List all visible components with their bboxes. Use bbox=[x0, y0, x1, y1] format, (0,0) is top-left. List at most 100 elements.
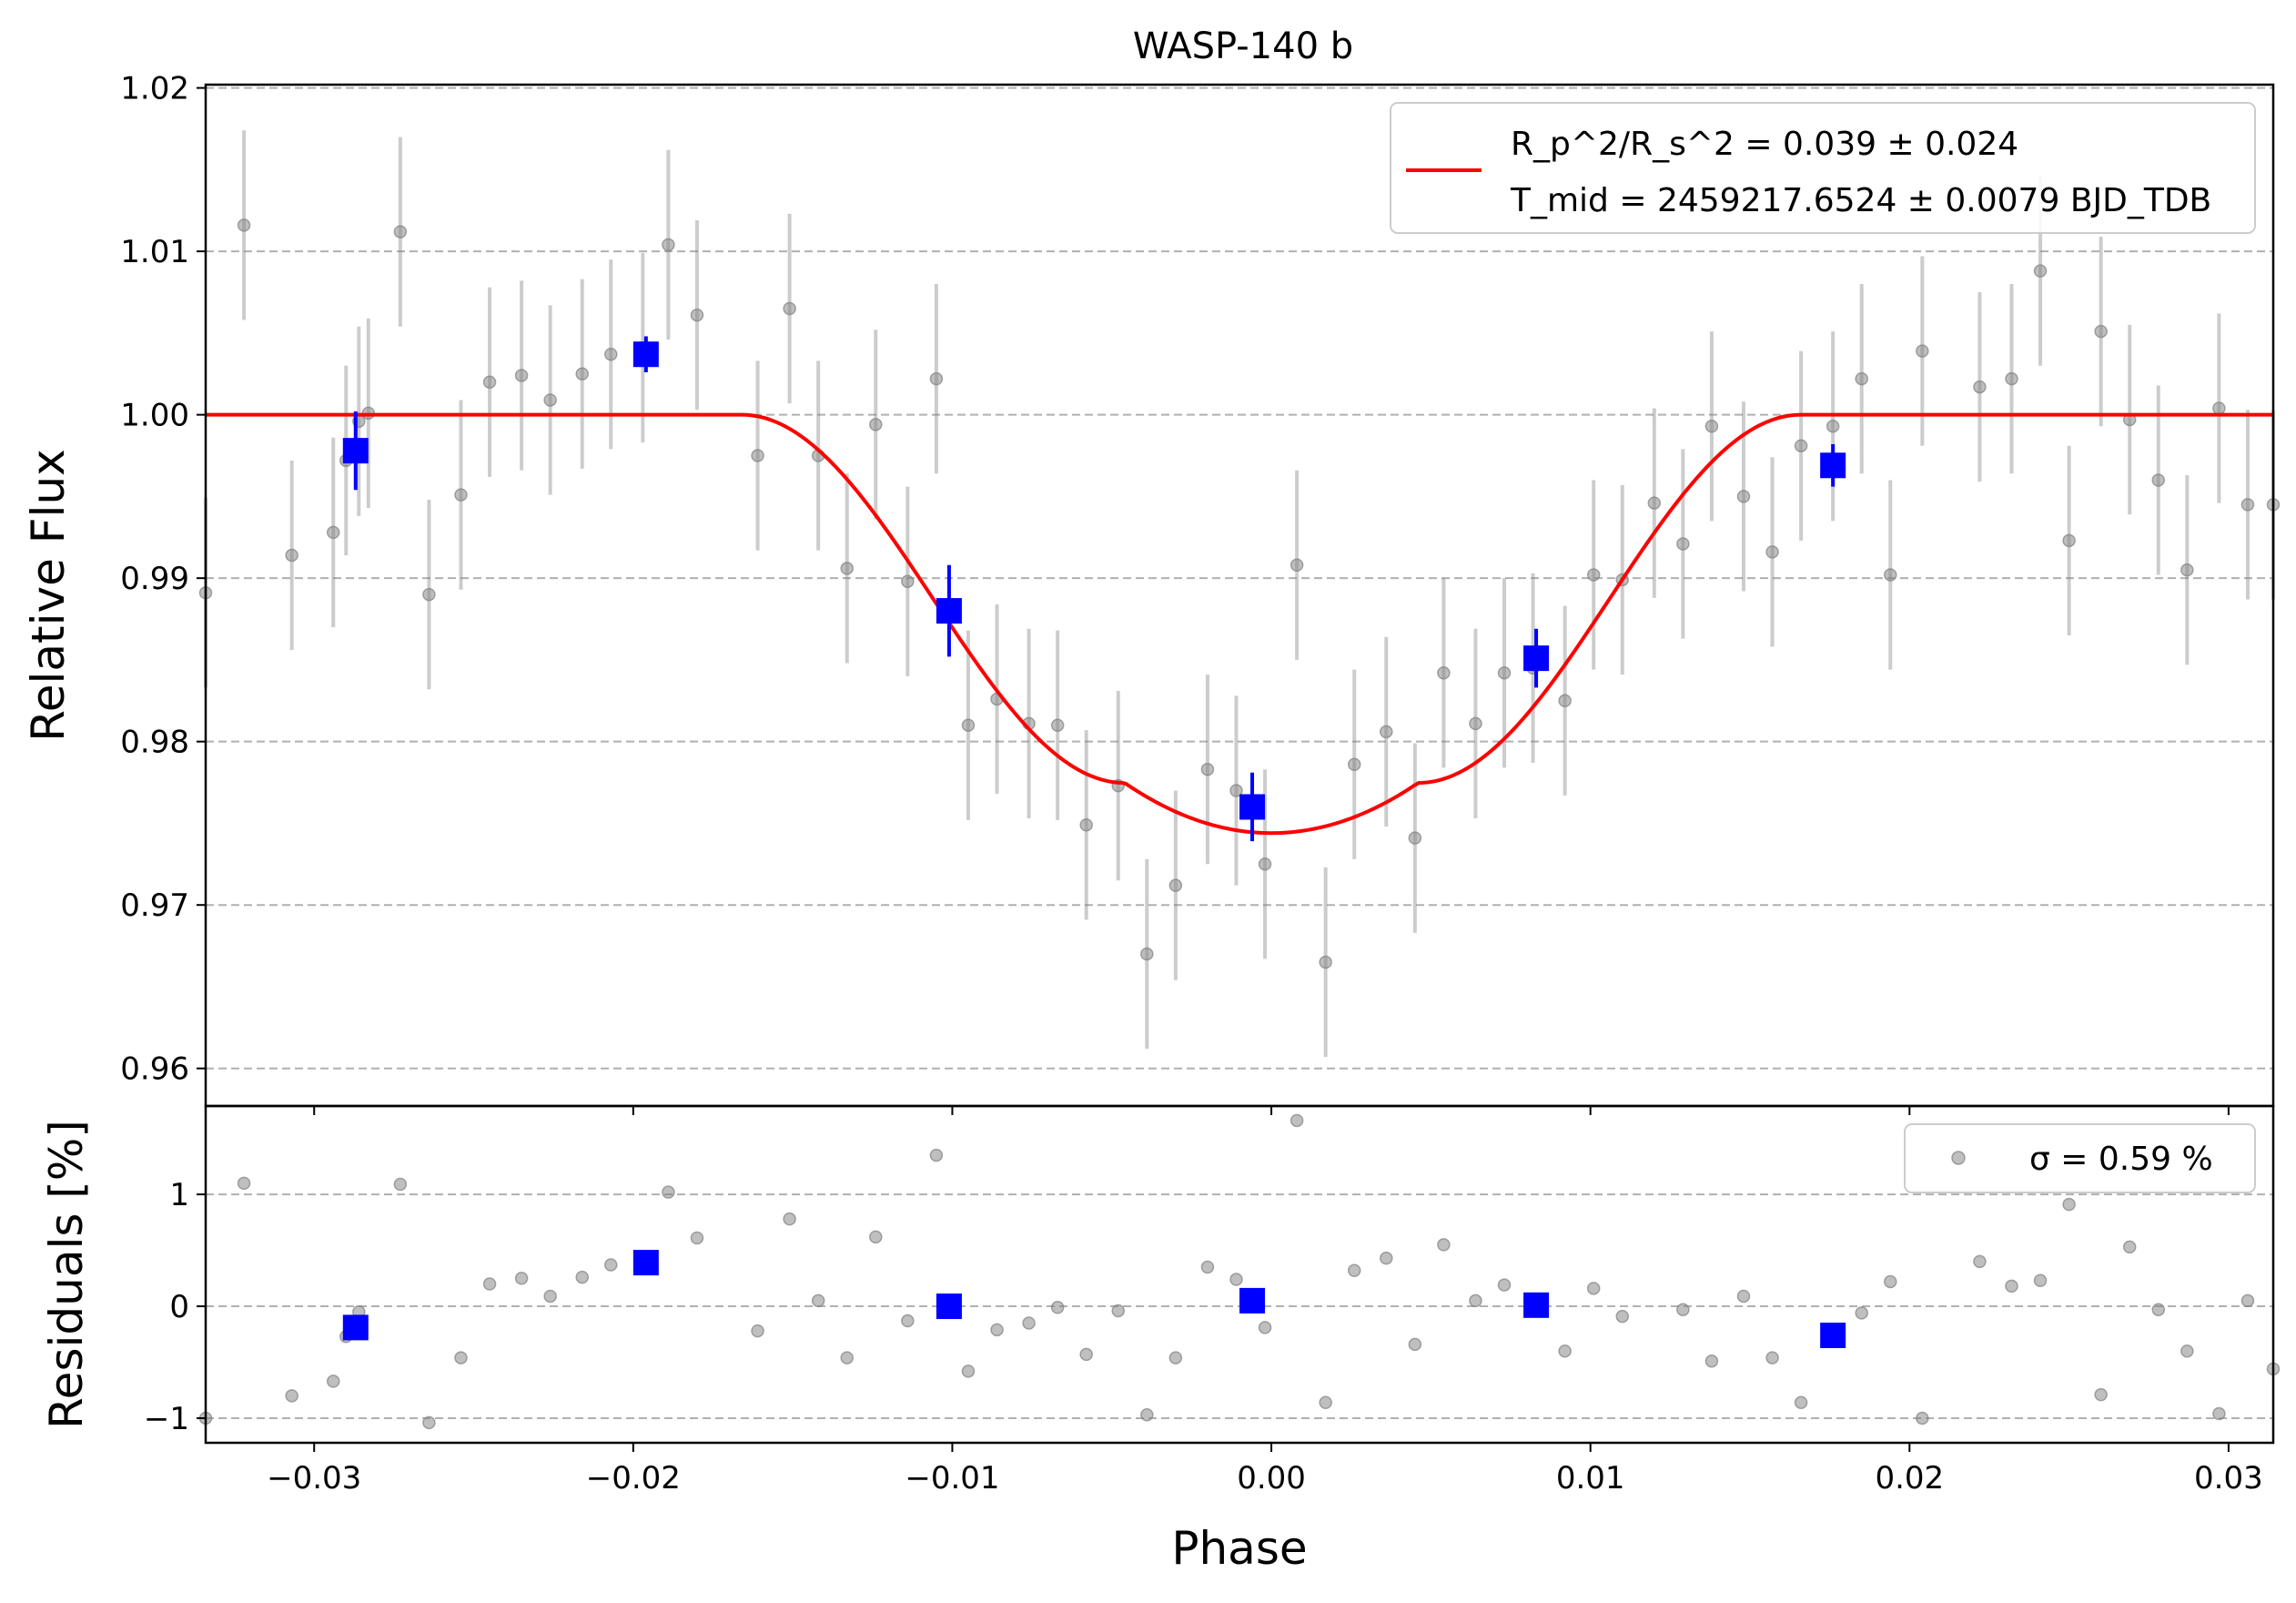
flux-point bbox=[1826, 419, 1840, 433]
flux-point bbox=[1140, 947, 1154, 961]
flux-y-tick-label: 0.96 bbox=[120, 1051, 189, 1088]
residual-point bbox=[1229, 1273, 1243, 1286]
flux-point bbox=[1855, 371, 1868, 386]
residual-point bbox=[1140, 1408, 1154, 1422]
flux-point bbox=[1647, 496, 1662, 510]
flux-point bbox=[1200, 762, 1215, 776]
residual-point bbox=[840, 1351, 854, 1365]
flux-point bbox=[961, 718, 976, 732]
flux-point bbox=[1794, 439, 1808, 452]
flux-y-tick-label: 1.00 bbox=[120, 398, 189, 434]
flux-point bbox=[1347, 757, 1361, 772]
residuals-legend: σ = 0.59 % bbox=[1904, 1123, 2256, 1193]
flux-point bbox=[1916, 344, 1929, 358]
flux-point bbox=[1973, 380, 1987, 394]
residual-point bbox=[2240, 1294, 2255, 1308]
flux-point bbox=[1258, 857, 1272, 871]
residual-point bbox=[751, 1324, 764, 1338]
flux-gridlines bbox=[206, 86, 2273, 1070]
residual-point bbox=[1200, 1260, 1215, 1274]
residual-point bbox=[1615, 1309, 1629, 1324]
flux-point bbox=[1676, 537, 1690, 551]
flux-binned-point bbox=[1820, 452, 1846, 479]
flux-point bbox=[1765, 545, 1779, 559]
flux-point bbox=[1469, 716, 1482, 731]
residuals-points bbox=[198, 1113, 2281, 1430]
residuals-x-ticks: −0.03 −0.02 −0.01 0.00 0.01 0.02 0.03 bbox=[267, 1443, 2263, 1496]
residual-point bbox=[575, 1270, 589, 1284]
residuals-legend-sigma: σ = 0.59 % bbox=[2029, 1141, 2213, 1178]
flux-point bbox=[2151, 473, 2166, 487]
flux-x-ticks bbox=[313, 1106, 2230, 1115]
residual-point bbox=[2033, 1273, 2048, 1288]
residual-point bbox=[2212, 1406, 2226, 1421]
flux-point bbox=[662, 238, 675, 252]
x-tick-label: 0.00 bbox=[1237, 1460, 1306, 1496]
residual-binned-point bbox=[342, 1314, 369, 1341]
residual-point bbox=[482, 1277, 497, 1291]
flux-point bbox=[237, 218, 251, 232]
flux-point bbox=[1437, 666, 1451, 680]
chart-title: WASP-140 b bbox=[1133, 25, 1353, 67]
flux-binned-point bbox=[1239, 794, 1266, 820]
residual-point bbox=[1469, 1294, 1482, 1308]
residual-point bbox=[1916, 1411, 1929, 1425]
residuals-y-axis-label: Residuals [%] bbox=[40, 1120, 93, 1429]
flux-binned-point bbox=[936, 598, 962, 624]
flux-panel: 0.96 0.97 0.98 0.99 1.00 1.01 1.02 Relative Fl… bbox=[22, 71, 2281, 1115]
flux-point bbox=[783, 301, 796, 316]
flux-point bbox=[2180, 563, 2194, 577]
flux-point bbox=[454, 488, 468, 502]
residuals-y-ticks: −1 0 1 bbox=[144, 1177, 206, 1437]
residual-point bbox=[422, 1415, 436, 1430]
flux-point bbox=[326, 525, 340, 540]
residual-point bbox=[1290, 1113, 1304, 1128]
residuals-panel: −1 0 1 −0.03 −0.02 −0.01 0.00 0.01 0.02 0.03 Res… bbox=[40, 1104, 2281, 1575]
residual-point bbox=[869, 1230, 883, 1244]
residual-point bbox=[1676, 1303, 1690, 1316]
flux-binned-point bbox=[1523, 645, 1550, 672]
flux-point bbox=[285, 548, 298, 563]
flux-point bbox=[1079, 817, 1093, 832]
residual-point bbox=[1111, 1304, 1126, 1318]
flux-binned-point bbox=[342, 438, 369, 464]
residual-point bbox=[1884, 1274, 1897, 1289]
residuals-binned-points bbox=[342, 1250, 1846, 1348]
flux-point bbox=[543, 393, 557, 407]
flux-axes-frame bbox=[204, 83, 2275, 1108]
flux-point bbox=[1319, 955, 1332, 969]
residual-binned-point bbox=[1239, 1287, 1266, 1314]
flux-y-tick-label: 0.97 bbox=[120, 888, 189, 924]
residual-point bbox=[1558, 1344, 1572, 1358]
flux-point bbox=[2094, 324, 2108, 339]
x-tick-label: −0.02 bbox=[586, 1460, 681, 1496]
residual-point bbox=[514, 1272, 529, 1285]
residual-point bbox=[990, 1323, 1004, 1337]
residual-point bbox=[2094, 1387, 2108, 1402]
flux-point bbox=[604, 347, 618, 361]
residual-point bbox=[1736, 1289, 1751, 1304]
x-tick-label: −0.03 bbox=[267, 1460, 361, 1496]
flux-legend-frame bbox=[1390, 102, 2256, 234]
residual-point bbox=[901, 1314, 915, 1328]
transit-model-curve bbox=[206, 412, 2273, 836]
flux-point bbox=[869, 418, 883, 431]
residual-point bbox=[1258, 1321, 1272, 1334]
flux-point bbox=[422, 587, 436, 602]
residual-point bbox=[1050, 1301, 1065, 1314]
flux-point bbox=[2033, 264, 2048, 278]
residual-point bbox=[961, 1365, 976, 1378]
x-tick-label: 0.03 bbox=[2194, 1460, 2263, 1496]
residual-point bbox=[662, 1185, 675, 1199]
residuals-legend-marker bbox=[1951, 1151, 1966, 1165]
flux-binned-points bbox=[342, 336, 1846, 842]
residual-point bbox=[929, 1148, 944, 1162]
flux-point bbox=[1586, 568, 1601, 582]
flux-point bbox=[2212, 401, 2226, 415]
residual-point bbox=[1168, 1351, 1183, 1365]
residual-point bbox=[393, 1177, 408, 1192]
x-tick-label: −0.01 bbox=[905, 1460, 999, 1496]
residual-point bbox=[326, 1375, 340, 1388]
flux-point bbox=[393, 225, 408, 238]
